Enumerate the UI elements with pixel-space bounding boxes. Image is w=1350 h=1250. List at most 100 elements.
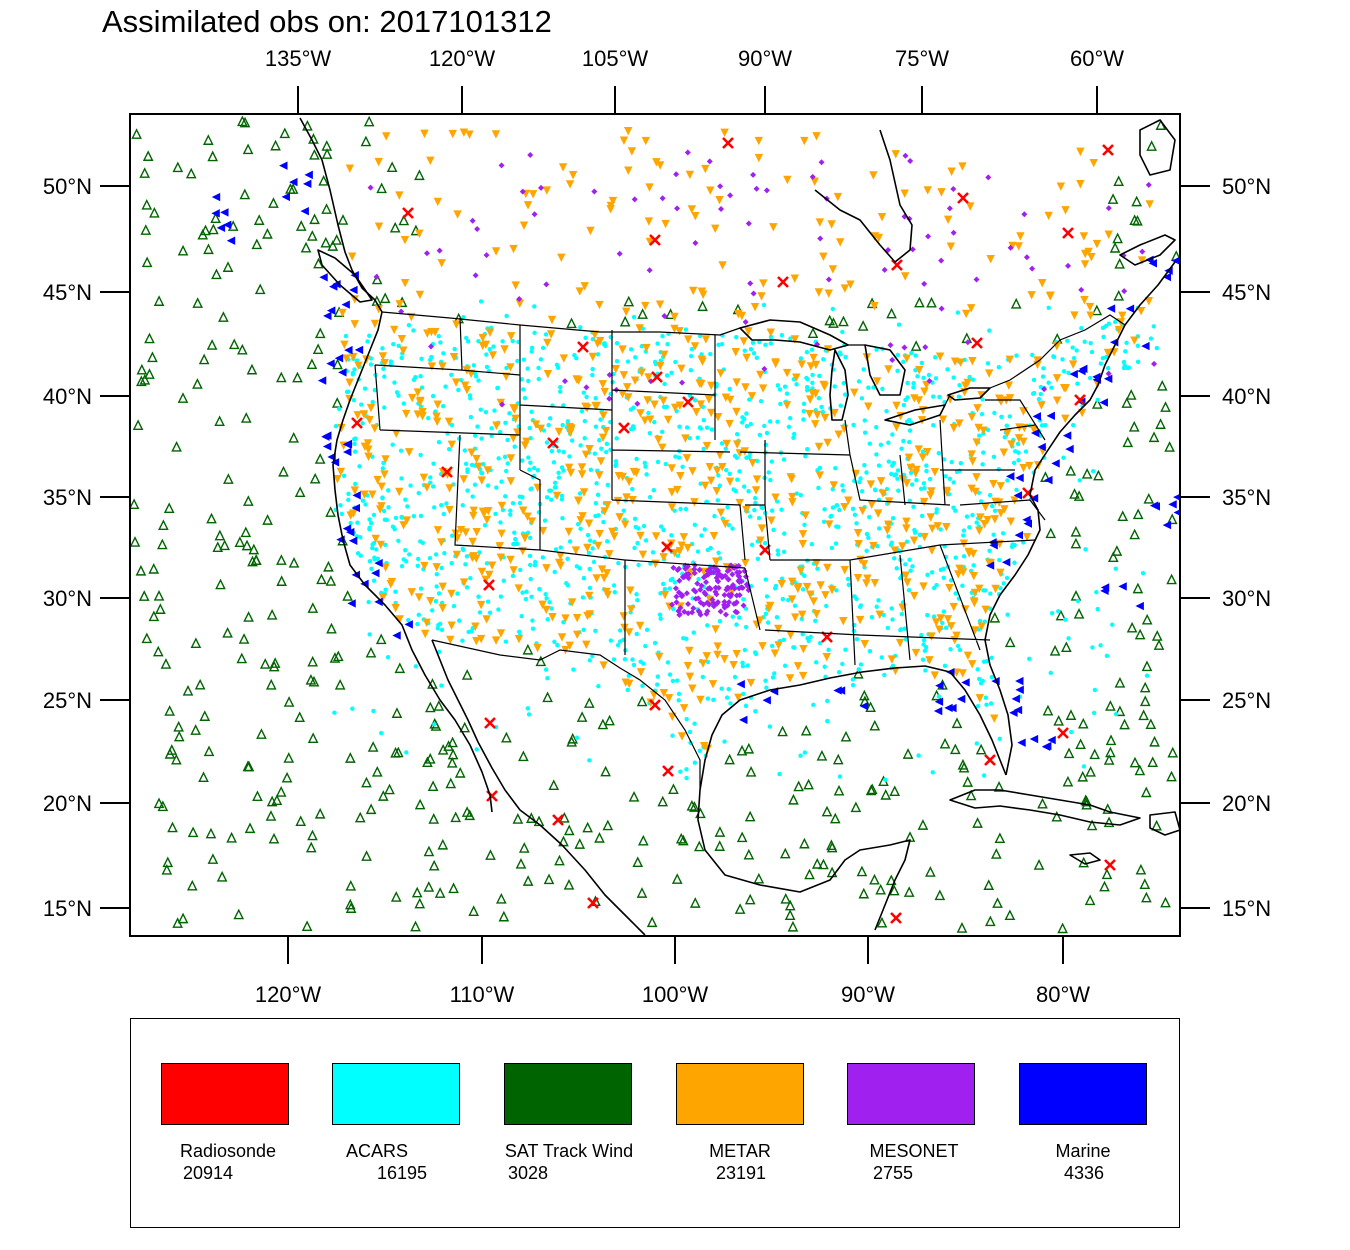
- metar-marker: [740, 447, 750, 456]
- sat-track-wind-marker: [833, 784, 845, 796]
- metar-marker: [855, 615, 865, 625]
- acars-marker: [479, 470, 485, 476]
- metar-marker: [592, 574, 601, 583]
- sat-track-wind-marker: [745, 765, 757, 777]
- sat-track-wind-marker: [306, 230, 318, 241]
- metar-marker: [598, 433, 608, 443]
- legend-count: 16195: [377, 1163, 428, 1183]
- sat-track-wind-marker: [1160, 401, 1171, 412]
- acars-marker: [843, 354, 848, 360]
- sat-track-wind-marker: [965, 789, 977, 801]
- sat-track-wind-marker: [223, 473, 234, 484]
- acars-marker: [416, 490, 421, 496]
- sat-track-wind-marker: [141, 256, 153, 268]
- acars-marker: [734, 432, 740, 437]
- acars-marker: [779, 576, 785, 581]
- metar-marker: [689, 286, 698, 296]
- sat-track-wind-marker: [1117, 510, 1129, 522]
- sat-track-wind-marker: [198, 771, 209, 782]
- metar-marker: [815, 218, 825, 227]
- acars-marker: [367, 632, 372, 637]
- sat-track-wind-marker: [377, 790, 389, 801]
- metar-marker: [942, 522, 951, 532]
- acars-marker: [617, 628, 623, 633]
- sat-track-wind-marker: [888, 884, 900, 896]
- sat-track-wind-marker: [268, 197, 279, 208]
- acars-marker: [366, 599, 371, 605]
- acars-marker: [932, 355, 938, 360]
- mesonet-marker: [682, 565, 689, 572]
- mesonet-marker: [659, 195, 666, 202]
- acars-marker: [815, 566, 820, 571]
- metar-marker: [652, 158, 661, 167]
- metar-marker: [365, 415, 374, 425]
- acars-marker: [379, 730, 384, 736]
- acars-marker: [652, 640, 658, 646]
- metar-marker: [713, 650, 722, 660]
- mesonet-marker: [724, 568, 731, 575]
- sat-track-wind-marker: [753, 872, 765, 884]
- metar-marker: [853, 529, 863, 538]
- legend-count: 2755: [873, 1163, 914, 1183]
- acars-marker: [641, 523, 647, 529]
- acars-marker: [683, 327, 689, 332]
- acars-marker: [890, 432, 895, 437]
- acars-marker: [977, 676, 982, 682]
- acars-marker: [632, 516, 638, 522]
- metar-marker: [476, 600, 486, 610]
- metar-marker: [492, 421, 501, 430]
- acars-marker: [371, 708, 376, 714]
- sat-track-wind-marker: [275, 371, 287, 383]
- metar-marker: [333, 474, 342, 484]
- acars-marker: [889, 540, 894, 545]
- sat-track-wind-marker: [325, 506, 336, 517]
- sat-track-wind-marker: [501, 731, 512, 743]
- sat-track-wind-marker: [821, 805, 833, 817]
- metar-marker: [452, 550, 462, 560]
- acars-marker: [914, 477, 919, 483]
- sat-track-wind-marker: [309, 148, 320, 160]
- acars-marker: [390, 442, 395, 447]
- mesonet-marker: [527, 152, 534, 159]
- metar-marker: [600, 387, 609, 397]
- sat-track-wind-marker: [448, 882, 459, 894]
- marine-marker: [1065, 444, 1074, 454]
- sat-track-wind-marker: [288, 557, 300, 568]
- metar-marker: [451, 378, 461, 387]
- acars-marker: [553, 484, 558, 490]
- acars-marker: [875, 543, 880, 549]
- metar-marker: [568, 170, 578, 180]
- acars-marker: [476, 594, 481, 599]
- mesonet-marker: [1041, 386, 1048, 393]
- metar-marker: [571, 546, 581, 555]
- mesonet-marker: [561, 378, 568, 385]
- marine-marker: [1032, 412, 1041, 421]
- sat-track-wind-marker: [1091, 304, 1103, 316]
- acars-marker: [659, 524, 664, 529]
- sat-track-wind-marker: [619, 315, 631, 327]
- metar-marker: [711, 224, 720, 234]
- sat-track-wind-marker: [171, 440, 182, 452]
- acars-marker: [529, 594, 534, 600]
- mesonet-marker: [938, 257, 945, 264]
- mesonet-marker: [715, 578, 722, 585]
- metar-marker: [584, 519, 594, 528]
- sat-track-wind-marker: [237, 115, 248, 127]
- metar-marker: [911, 469, 920, 478]
- metar-marker: [667, 488, 677, 497]
- metar-marker: [698, 357, 707, 366]
- acars-marker: [740, 660, 745, 665]
- acars-marker: [978, 680, 984, 686]
- metar-marker: [756, 370, 765, 380]
- acars-marker: [577, 491, 583, 496]
- sat-track-wind-marker: [515, 857, 527, 869]
- acars-marker: [825, 698, 830, 704]
- metar-marker: [413, 388, 422, 397]
- metar-marker: [968, 457, 977, 466]
- acars-marker: [350, 370, 356, 376]
- acars-marker: [636, 562, 641, 568]
- acars-marker: [802, 573, 807, 578]
- lake-ontario: [947, 387, 991, 401]
- acars-marker: [413, 664, 419, 669]
- acars-marker: [898, 575, 903, 581]
